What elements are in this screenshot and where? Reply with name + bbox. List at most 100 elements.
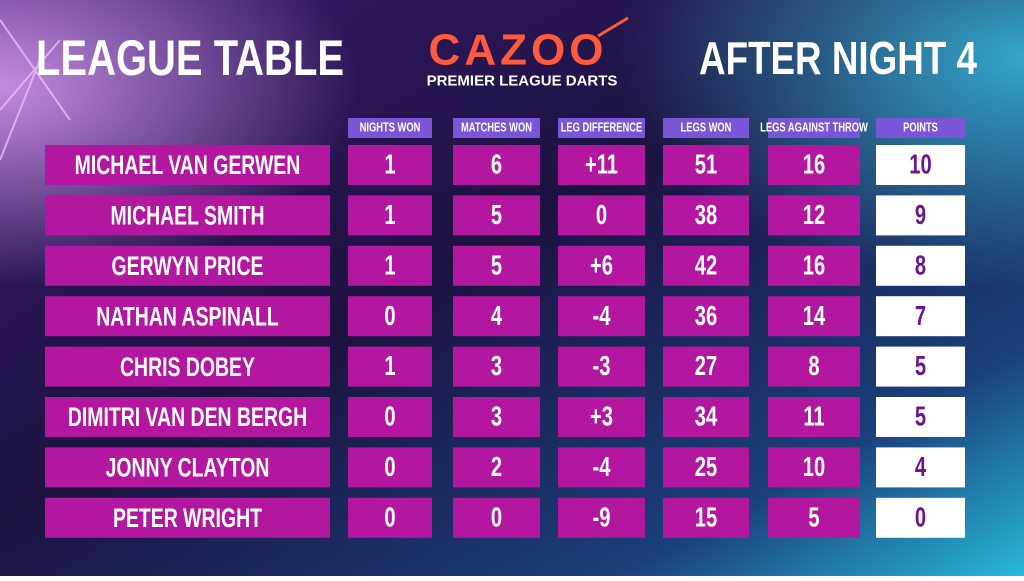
column-header: MATCHES WON [461,121,532,135]
stat-box [558,245,645,286]
player-name: MICHAEL VAN GERWEN [75,150,301,180]
player-name-box [45,145,330,185]
light-beams [0,19,71,161]
stat-box [663,497,749,538]
column-header-box [768,118,860,138]
stat: 8 [808,351,819,382]
stat: 36 [695,301,717,332]
player-name-box [45,397,330,437]
stat: 51 [695,150,717,181]
points: 5 [915,351,926,382]
stat-box [768,145,860,185]
stat: +11 [585,150,618,181]
stat-box [663,296,749,337]
points: 5 [915,402,926,433]
points: 8 [915,250,926,281]
points: 9 [915,200,926,231]
subtitle: AFTER NIGHT 4 [699,32,977,84]
column-header: LEGS AGAINST THROW [760,121,868,135]
stat-box [348,447,432,488]
stat: +3 [590,402,613,433]
logo-dart [597,16,629,38]
points: 7 [915,301,926,332]
stat-box [768,195,860,236]
stat-box [663,195,749,236]
stat-box [663,346,749,387]
points-box [876,497,965,538]
stat: 0 [384,301,395,332]
stat: 1 [384,250,395,281]
stat: 1 [384,351,395,382]
column-header-box [453,118,540,138]
stat: 4 [491,301,503,332]
title: LEAGUE TABLE [36,30,344,86]
stat: 34 [695,402,718,433]
stat-box [558,397,645,437]
stat-box [768,497,860,538]
logo-brand: CAZOO [429,26,608,75]
stat: 14 [803,301,826,332]
stat: 3 [491,351,502,382]
player-name-box [45,346,330,387]
stat-box [558,497,645,538]
points-box [876,346,965,387]
stat: 12 [803,200,825,231]
points: 10 [909,150,931,181]
points-box [876,245,965,286]
stat-box [768,296,860,337]
stat: 2 [491,452,502,483]
column-header: LEGS WON [681,121,732,135]
stat-box [558,145,645,185]
column-header-box [663,118,749,138]
stat: +6 [590,250,613,281]
stat-box [348,497,432,538]
stat: 42 [695,250,717,281]
points-box [876,397,965,437]
player-name: CHRIS DOBEY [120,352,255,382]
stat: -3 [593,351,611,382]
player-name: DIMITRI VAN DEN BERGH [68,402,307,432]
player-name: PETER WRIGHT [113,503,262,533]
points-box [876,296,965,337]
stat: 6 [491,150,502,181]
stat: 38 [695,200,717,231]
stat-box [453,245,540,286]
stat-box [453,497,540,538]
points-box [876,195,965,236]
stat: 27 [695,351,717,382]
points: 0 [915,502,926,533]
stat: 0 [384,402,395,433]
stat-box [348,195,432,236]
stat-box [558,447,645,488]
stat-box [453,145,540,185]
column-header: POINTS [903,121,938,135]
stat: 15 [695,502,717,533]
stat: 5 [808,502,819,533]
stat-box [768,447,860,488]
points-box [876,447,965,488]
stat-box [348,397,432,437]
stat: 10 [803,452,825,483]
stat-box [453,346,540,387]
player-name-box [45,195,330,236]
stat: 5 [491,200,502,231]
column-header-box [876,118,965,138]
league-table: NIGHTS WON MATCHES WON LEG DIFFERENCE LEGS … [45,118,965,538]
player-name-box [45,447,330,488]
stat-box [663,245,749,286]
player-name-box [45,296,330,337]
stat: 0 [384,452,395,483]
stat-box [348,296,432,337]
stat-box [348,346,432,387]
stat: 1 [384,200,395,231]
column-header: NIGHTS WON [360,121,421,135]
stat-box [663,145,749,185]
stat: -4 [593,301,611,332]
player-name-box [45,245,330,286]
stat-box [768,346,860,387]
points: 4 [915,452,927,483]
stat: 11 [803,402,824,433]
column-header-box [558,118,645,138]
stat-box [558,296,645,337]
